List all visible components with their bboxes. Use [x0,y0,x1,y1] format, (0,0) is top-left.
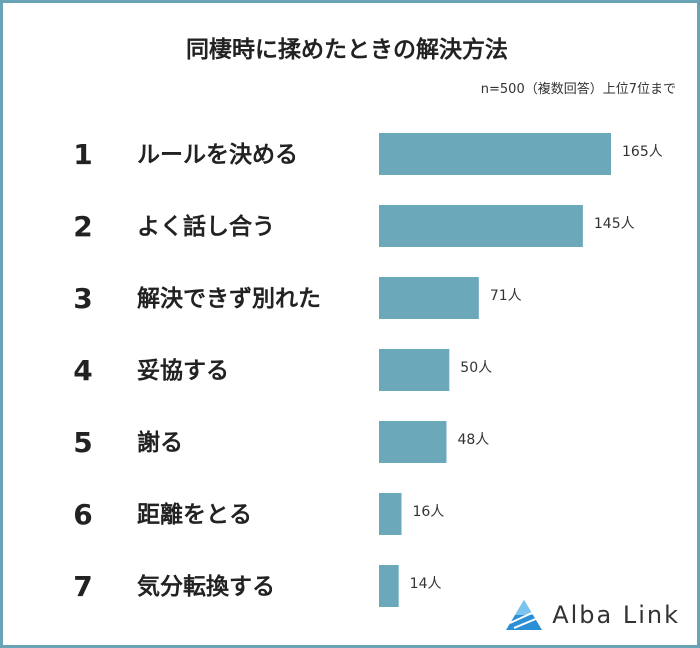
sample-note: n=500（複数回答）上位7位まで [480,82,676,97]
bar [379,565,399,607]
alba-link-logo-icon [506,600,543,630]
category-label: ルールを決める [137,142,298,168]
rank-label: 7 [73,570,92,603]
category-label: 気分転換する [137,573,275,600]
value-label: 48人 [457,432,489,448]
rank-label: 5 [73,426,92,459]
category-label: 妥協する [137,358,229,384]
category-label: 解決できず別れた [137,285,321,312]
value-label: 16人 [412,504,444,520]
rank-label: 1 [73,138,92,171]
bar [379,277,479,319]
value-label: 50人 [460,360,492,376]
value-label: 145人 [594,216,635,232]
value-label: 14人 [410,576,442,592]
rank-label: 4 [73,354,92,387]
value-label: 71人 [490,288,522,304]
bar [379,133,611,175]
bar [379,493,402,535]
bar [379,421,447,463]
value-label: 165人 [622,144,663,160]
category-label: よく話し合う [137,213,275,240]
brand-logo: Alba Link [504,598,680,632]
category-label: 謝る [137,429,183,456]
category-label: 距離をとる [137,501,252,528]
bar [379,205,583,247]
rank-label: 6 [73,498,92,531]
rank-label: 2 [73,210,92,243]
chart-title: 同棲時に揉めたときの解決方法 [186,37,508,63]
rank-label: 3 [73,282,92,315]
brand-name: Alba Link [552,601,680,629]
bar [379,349,450,391]
